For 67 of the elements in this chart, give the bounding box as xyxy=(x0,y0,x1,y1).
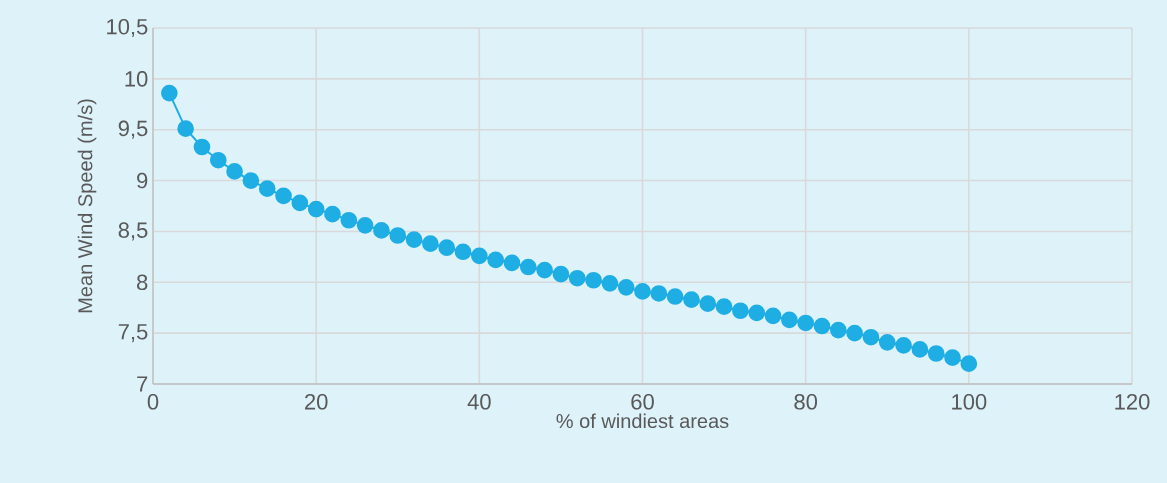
point xyxy=(471,247,488,265)
point xyxy=(193,138,211,156)
point xyxy=(895,337,912,354)
point xyxy=(911,341,929,358)
point xyxy=(944,349,961,366)
point xyxy=(748,304,766,322)
point xyxy=(356,216,374,234)
point xyxy=(960,355,978,372)
y-tick-label: 8 xyxy=(137,274,148,291)
point xyxy=(878,333,896,351)
y-tick-label: 7,5 xyxy=(118,324,148,343)
point xyxy=(177,120,194,138)
point xyxy=(666,288,684,305)
point xyxy=(732,302,749,320)
point xyxy=(699,295,717,312)
point xyxy=(797,314,815,332)
point xyxy=(617,279,635,296)
point xyxy=(781,311,798,329)
x-tick-label: 40 xyxy=(467,394,491,410)
point xyxy=(438,239,456,257)
point xyxy=(601,274,619,292)
point xyxy=(519,258,537,276)
y-tick-label: 10 xyxy=(125,71,148,87)
point xyxy=(487,251,504,269)
point xyxy=(422,235,439,252)
point xyxy=(568,269,586,287)
point xyxy=(242,172,260,189)
point xyxy=(552,265,570,283)
y-axis-title: Mean Wind Speed (m/s) xyxy=(77,99,97,313)
point xyxy=(160,84,178,102)
point xyxy=(373,222,390,239)
point xyxy=(813,317,831,335)
point xyxy=(846,324,863,342)
point xyxy=(683,291,700,308)
point xyxy=(715,298,733,316)
x-tick-label: 0 xyxy=(147,394,159,410)
y-tick-label: 10,5 xyxy=(107,18,148,38)
point xyxy=(503,254,521,272)
point xyxy=(340,211,358,229)
point xyxy=(454,243,472,261)
point xyxy=(291,194,309,212)
x-tick-label: 120 xyxy=(1115,394,1150,410)
point xyxy=(764,307,782,325)
y-tick-label: 9,5 xyxy=(118,120,148,139)
x-tick-label: 80 xyxy=(794,394,818,410)
y-tick-label: 8,5 xyxy=(118,222,148,241)
point xyxy=(389,227,407,244)
y-tick-label: 9 xyxy=(137,172,148,189)
point xyxy=(634,283,651,300)
point xyxy=(650,285,668,302)
point xyxy=(307,200,325,218)
point xyxy=(258,180,276,198)
point xyxy=(862,328,880,346)
x-tick-label: 20 xyxy=(305,394,328,410)
point xyxy=(927,345,945,362)
point xyxy=(324,205,341,223)
point xyxy=(829,321,847,339)
x-axis-title: % of windiest areas xyxy=(556,413,729,429)
x-tick-label: 60 xyxy=(631,394,654,410)
point xyxy=(585,271,602,289)
point xyxy=(209,151,227,169)
point xyxy=(405,231,423,248)
x-tick-label: 100 xyxy=(952,394,987,410)
point xyxy=(226,163,243,180)
point xyxy=(536,261,553,279)
y-tick-label: 7 xyxy=(137,376,148,392)
point xyxy=(275,187,292,205)
